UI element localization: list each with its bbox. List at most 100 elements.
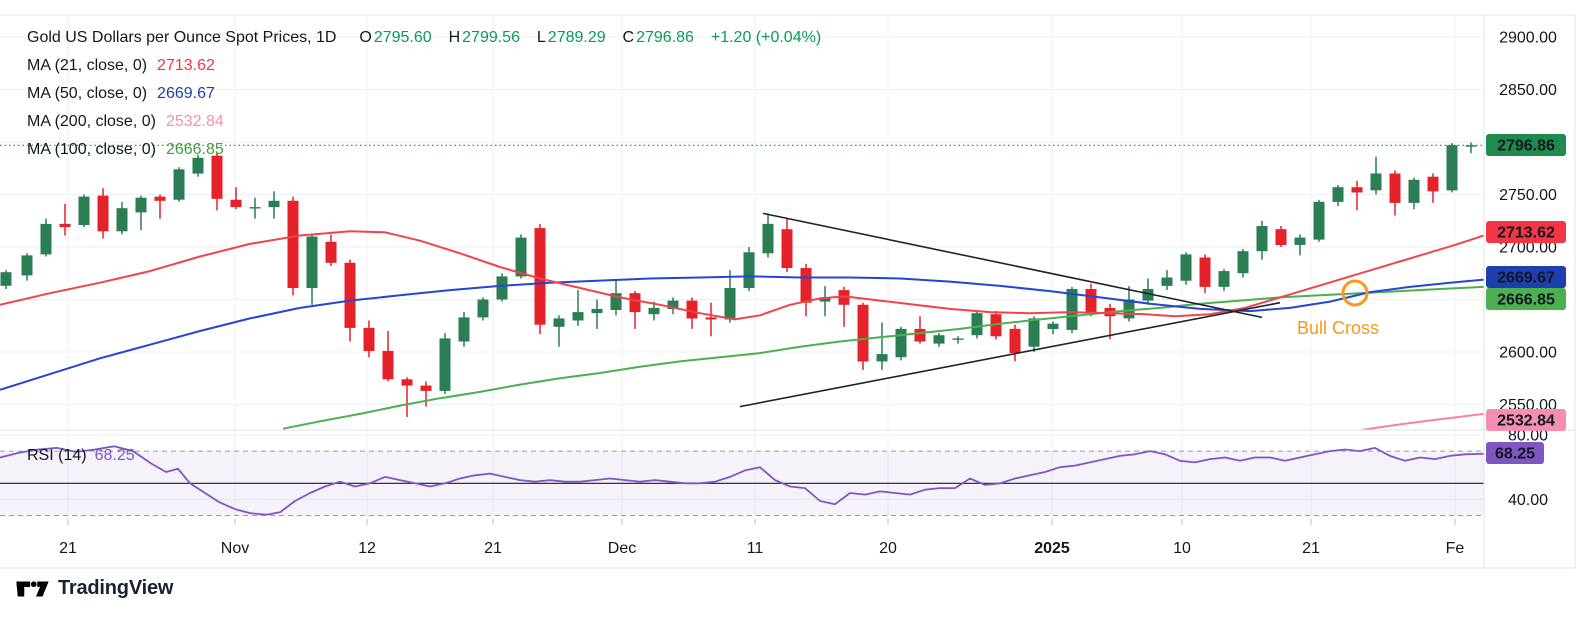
candle[interactable] [686, 300, 698, 319]
candle[interactable] [363, 327, 375, 351]
candle[interactable] [610, 293, 622, 310]
candle[interactable] [914, 328, 926, 342]
candle[interactable] [154, 196, 166, 201]
candle[interactable] [382, 350, 394, 380]
candle[interactable] [192, 157, 204, 174]
candle[interactable] [1123, 299, 1135, 319]
candle[interactable] [648, 307, 660, 315]
candle[interactable] [211, 155, 223, 199]
candle[interactable] [496, 276, 508, 300]
candle[interactable] [325, 241, 337, 263]
candle[interactable] [344, 262, 356, 328]
candle[interactable] [1180, 254, 1192, 281]
candle[interactable] [952, 338, 964, 340]
candle[interactable] [249, 207, 261, 209]
candle[interactable] [1351, 187, 1363, 193]
candle[interactable] [1161, 277, 1173, 286]
trendline-drawings[interactable] [739, 212, 1281, 408]
candle[interactable] [534, 228, 546, 325]
candle[interactable] [629, 293, 641, 313]
tradingview-logo-icon [16, 578, 49, 600]
rsi-label: RSI (14) [27, 447, 87, 464]
candle[interactable] [0, 272, 12, 286]
indicator-row-ma21[interactable]: MA (21, close, 0) 2713.62 [27, 52, 823, 80]
candle[interactable] [439, 338, 451, 391]
candle[interactable] [1332, 187, 1344, 202]
candle[interactable] [1389, 173, 1401, 203]
candle[interactable] [287, 200, 299, 288]
candle[interactable] [1237, 251, 1249, 274]
candle[interactable] [1199, 257, 1211, 287]
candle[interactable] [1408, 179, 1420, 203]
candle[interactable] [173, 169, 185, 200]
candle[interactable] [933, 335, 945, 344]
candle[interactable] [1085, 289, 1097, 314]
candle[interactable] [1047, 323, 1059, 329]
bull-cross-annotation-text[interactable]: Bull Cross [1297, 318, 1380, 338]
candle[interactable] [1370, 173, 1382, 191]
open-value: 2795.60 [373, 29, 432, 46]
time-axis[interactable]: 21 Nov 12 21 Dec 11 20 2025 10 21 Fe [59, 519, 1464, 557]
candle[interactable] [1275, 229, 1287, 245]
candle[interactable] [743, 252, 755, 288]
candle[interactable] [762, 223, 774, 254]
candle[interactable] [97, 195, 109, 232]
candle[interactable] [553, 318, 565, 327]
candle[interactable] [268, 200, 280, 208]
candle[interactable] [1294, 237, 1306, 245]
indicator-row-ma200[interactable]: MA (200, close, 0) 2532.84 [27, 108, 823, 136]
tradingview-brand[interactable]: TradingView [16, 577, 173, 600]
candle[interactable] [59, 223, 71, 228]
candle[interactable] [990, 314, 1002, 337]
candle[interactable] [572, 312, 584, 321]
candle[interactable] [1465, 145, 1477, 147]
indicator-row-ma100[interactable]: MA (100, close, 0) 2666.85 [27, 136, 823, 164]
candle[interactable] [458, 317, 470, 342]
candle[interactable] [1142, 289, 1154, 301]
price-axis[interactable]: 2900.002850.002750.002700.002600.002550.… [1499, 30, 1557, 509]
candle[interactable] [401, 379, 413, 386]
candle[interactable] [1313, 201, 1325, 240]
candle[interactable] [230, 199, 242, 208]
indicator-row-ma50[interactable]: MA (50, close, 0) 2669.67 [27, 80, 823, 108]
candle[interactable] [705, 317, 717, 320]
candle[interactable] [724, 288, 736, 320]
candle[interactable] [40, 223, 52, 255]
candle[interactable] [477, 299, 489, 318]
candle[interactable] [1256, 226, 1268, 252]
candle[interactable] [1066, 289, 1078, 330]
candle[interactable] [515, 237, 527, 277]
candle[interactable] [306, 236, 318, 289]
rsi-legend-row[interactable]: RSI (14) 68.25 [27, 447, 135, 465]
candle[interactable] [135, 197, 147, 213]
symbol-legend-row[interactable]: Gold US Dollars per Ounce Spot Prices, 1… [27, 24, 823, 52]
ma-line-ma-50[interactable] [0, 275, 1484, 391]
candle[interactable] [800, 268, 812, 303]
rsi-line[interactable] [0, 445, 1484, 516]
candle[interactable] [1427, 176, 1439, 192]
svg-text:2666.85: 2666.85 [1497, 292, 1555, 309]
candle[interactable] [1009, 328, 1021, 353]
candle[interactable] [781, 229, 793, 268]
ma-line-ma-200[interactable] [1362, 412, 1484, 430]
candle[interactable] [876, 354, 888, 362]
candle[interactable] [78, 196, 90, 225]
bull-cross-circle[interactable] [1341, 279, 1369, 307]
candle[interactable] [1028, 318, 1040, 347]
candle[interactable] [1446, 145, 1458, 191]
candle[interactable] [420, 385, 432, 391]
svg-text:2796.86: 2796.86 [1497, 138, 1555, 155]
candle[interactable] [21, 255, 33, 276]
candle[interactable] [895, 328, 907, 358]
candle[interactable] [1218, 271, 1230, 287]
candle[interactable] [591, 308, 603, 314]
close-value: 2796.86 [636, 29, 694, 46]
candle[interactable] [116, 208, 128, 232]
candlestick-series[interactable] [0, 142, 1477, 418]
candle[interactable] [667, 300, 679, 309]
candle[interactable] [971, 313, 983, 336]
ma-line-ma-21[interactable] [0, 230, 1484, 321]
candle[interactable] [819, 297, 831, 302]
candle[interactable] [857, 304, 869, 362]
